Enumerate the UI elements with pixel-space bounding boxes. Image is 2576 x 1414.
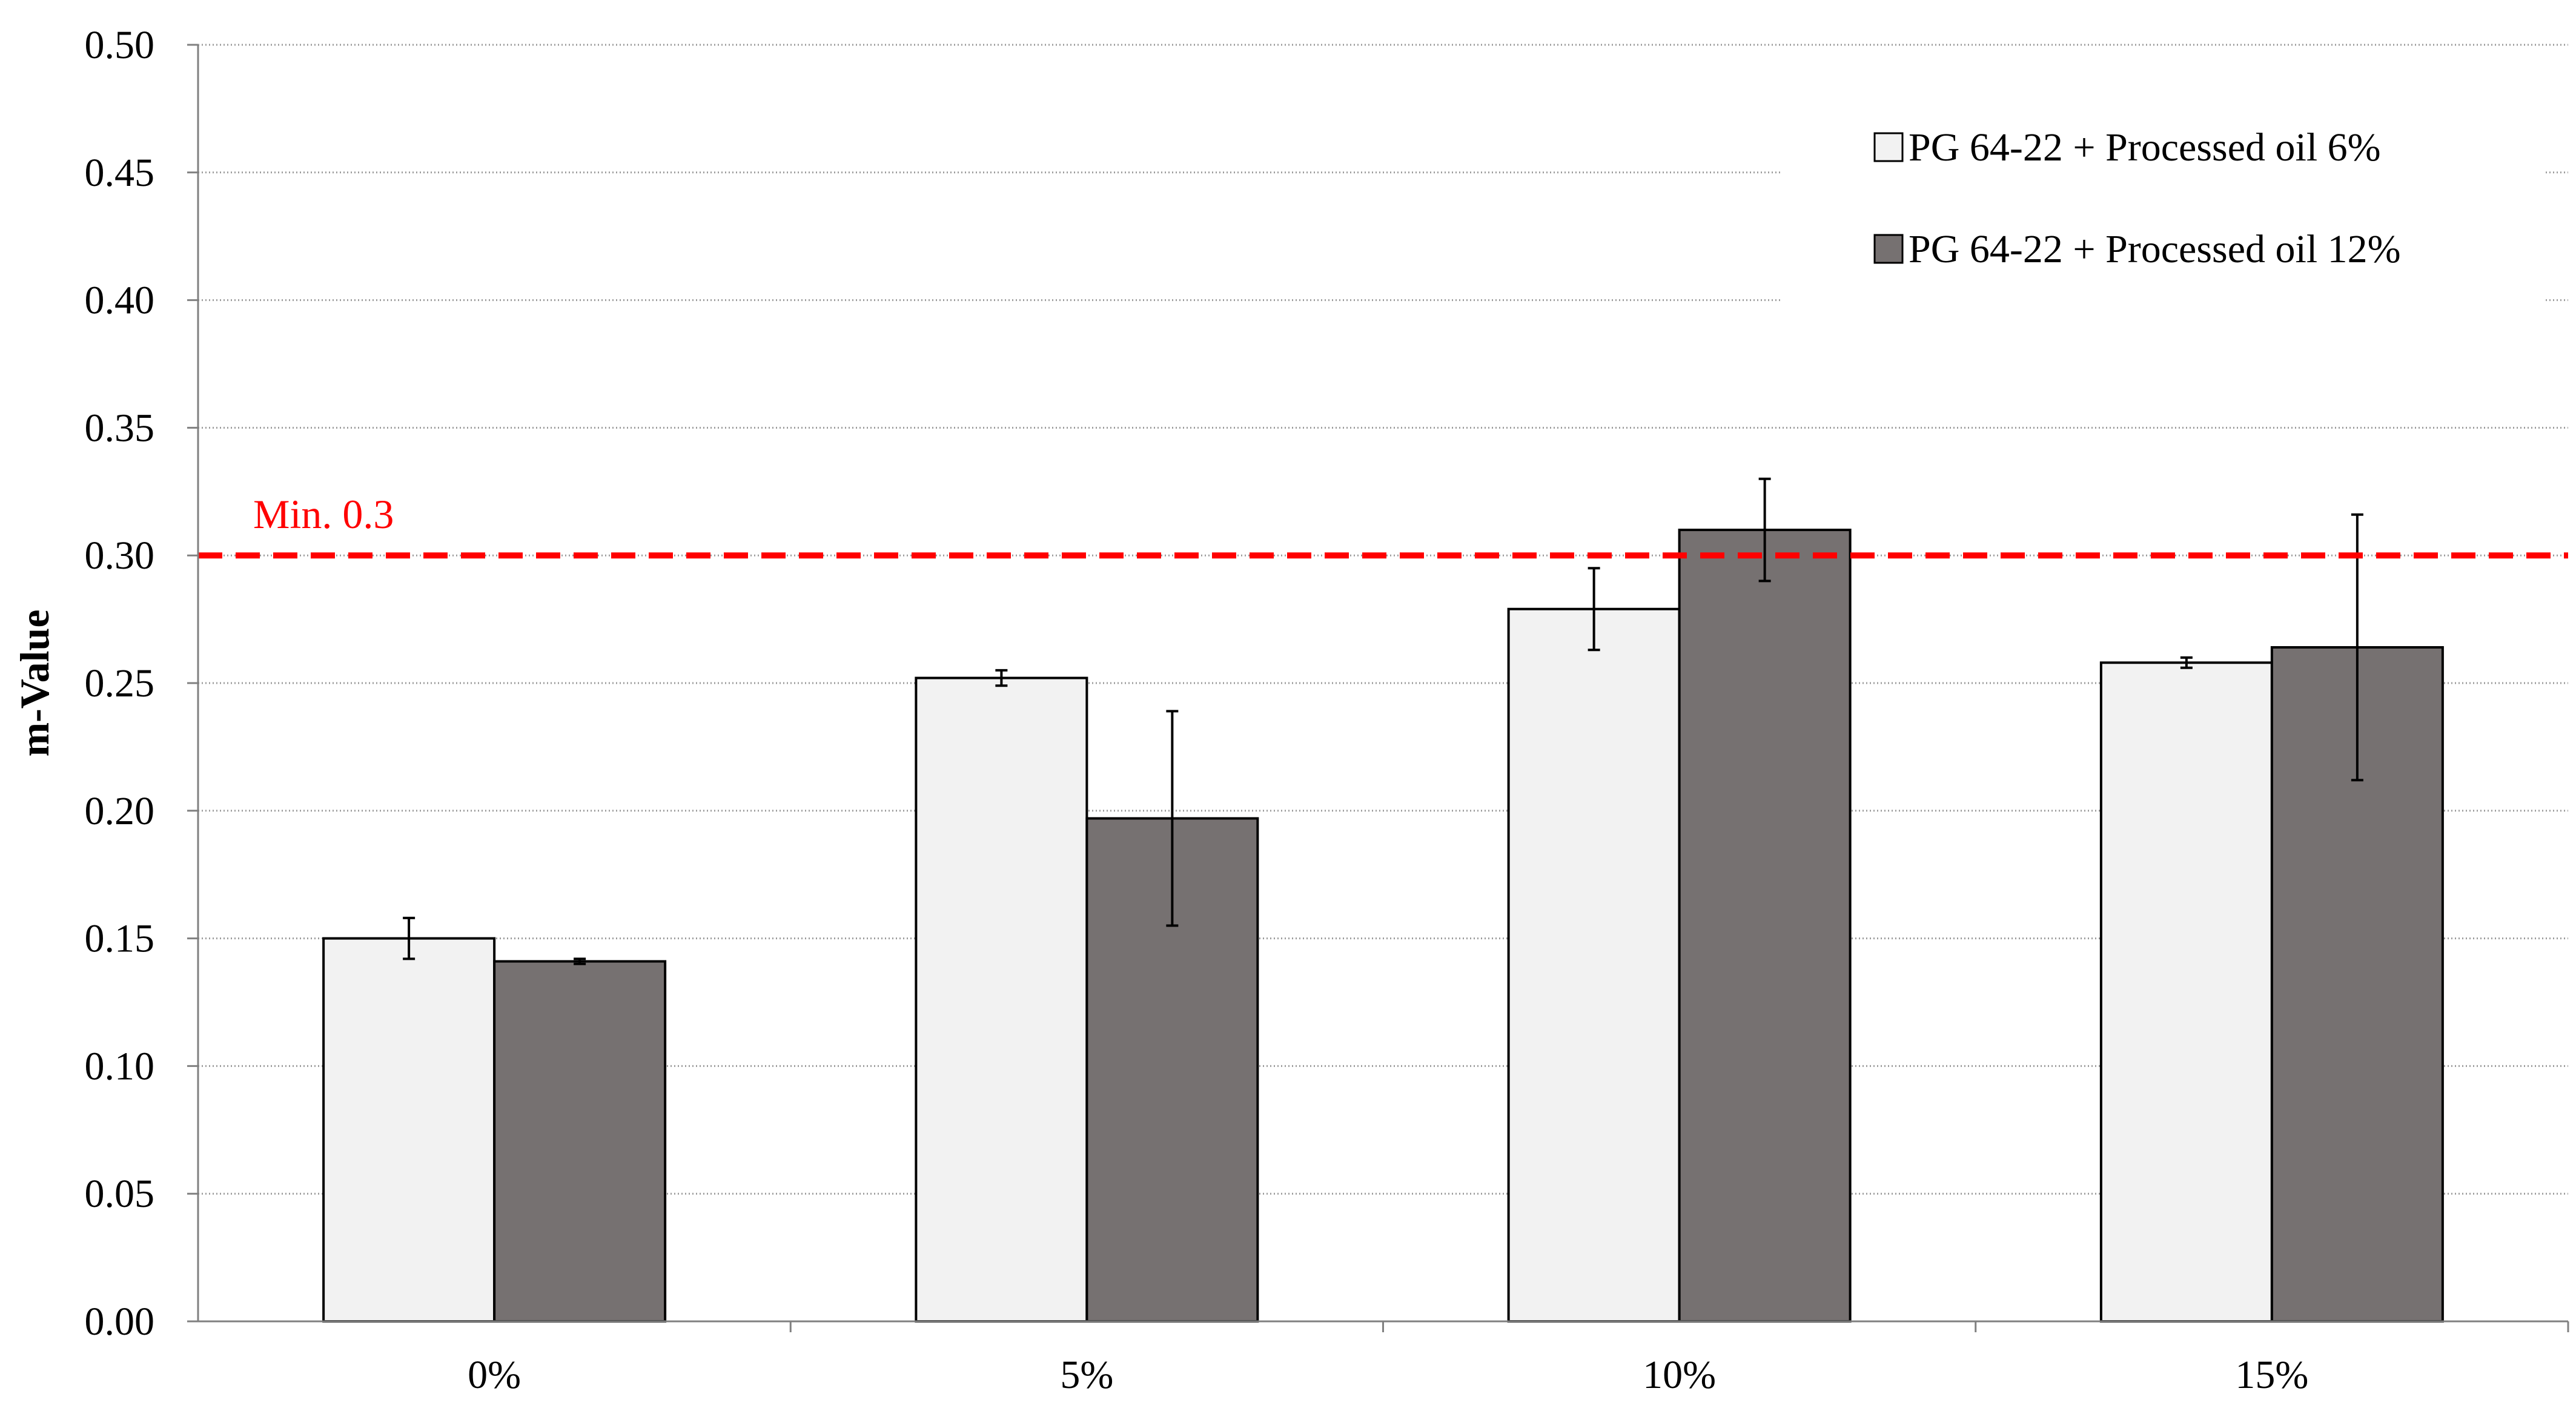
reference-line-label: Min. 0.3: [253, 491, 394, 537]
y-tick-label: 0.40: [85, 279, 155, 323]
axes: [187, 44, 2569, 1332]
error-bar: [403, 916, 416, 960]
y-tick-label: 0.00: [85, 1300, 155, 1344]
legend-label: PG 64-22 + Processed oil 12%: [1909, 227, 2401, 271]
y-tick-label: 0.20: [85, 789, 155, 833]
y-tick-label: 0.30: [85, 534, 155, 578]
x-tick-label: 5%: [1060, 1353, 1113, 1397]
bar: [322, 937, 496, 1323]
y-tick-label: 0.25: [85, 661, 155, 705]
error-bar: [1166, 710, 1179, 927]
y-tick-label: 0.10: [85, 1044, 155, 1088]
y-tick-label: 0.05: [85, 1172, 155, 1216]
y-tick-label: 0.50: [85, 23, 155, 67]
legend: PG 64-22 + Processed oil 6% PG 64-22 + Pr…: [1781, 97, 2544, 303]
error-bar: [2351, 513, 2363, 782]
bar: [493, 960, 667, 1323]
error-bar: [2180, 656, 2193, 669]
bars: [322, 529, 2444, 1323]
legend-background: [1781, 97, 2544, 303]
tick-labels: 0.00 0.05 0.10 0.15 0.20 0.25 0.30 0.35 0.40 0.45…: [85, 23, 2309, 1397]
bar: [915, 676, 1088, 1323]
error-bar: [1758, 477, 1771, 583]
error-bar: [995, 669, 1008, 687]
x-tick-label: 15%: [2235, 1353, 2308, 1397]
legend-label: PG 64-22 + Processed oil 6%: [1909, 125, 2381, 170]
error-bar: [574, 957, 586, 965]
reference-line-group: Min. 0.3: [198, 491, 2568, 559]
x-tick-label: 10%: [1643, 1353, 1716, 1397]
bar: [1678, 529, 1852, 1323]
y-axis-label: m-Value: [12, 609, 58, 756]
bar: [1507, 607, 1681, 1323]
error-bar: [1588, 567, 1600, 652]
x-tick-label: 0%: [468, 1353, 521, 1397]
error-bars: [403, 477, 2363, 965]
legend-swatch: [1873, 132, 1904, 162]
legend-swatch: [1873, 234, 1904, 264]
bar: [2099, 661, 2273, 1323]
y-tick-label: 0.15: [85, 917, 155, 961]
y-tick-label: 0.45: [85, 151, 155, 195]
y-tick-label: 0.35: [85, 406, 155, 450]
